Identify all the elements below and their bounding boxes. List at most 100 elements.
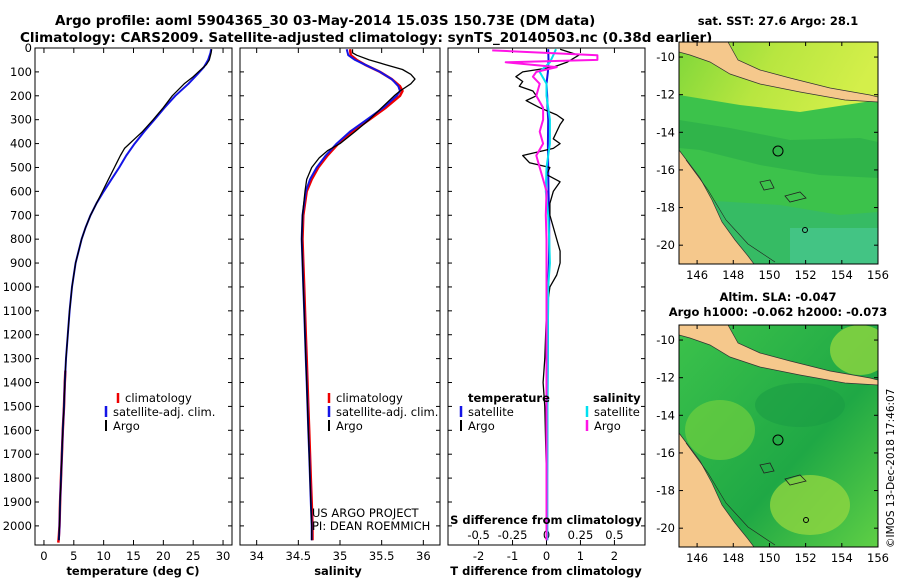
sst-map <box>679 42 878 264</box>
map-y-tick-label: -10 <box>656 333 675 347</box>
pi-annotation: PI: DEAN ROEMMICH <box>312 519 430 533</box>
sst-cool-patch <box>790 228 878 264</box>
credit-text: ©IMOS 13-Dec-2018 17:46:07 <box>885 389 897 548</box>
reefs <box>759 179 807 203</box>
legend-label-t-satellite: satellite <box>468 405 514 419</box>
australia-land <box>679 432 755 547</box>
x-tick-label: -2 <box>473 549 484 563</box>
map-x-tick-label: 156 <box>867 268 889 282</box>
map-y-tick-label: -16 <box>656 446 675 460</box>
y-tick-label: 1300 <box>3 352 32 366</box>
sla-patch-3 <box>770 475 850 535</box>
x-tick-label: 10 <box>96 549 111 563</box>
legend-label-s-satellite: satellite <box>594 405 640 419</box>
map-y-tick-label: -18 <box>656 484 675 498</box>
difference-plot: -2 -1 0 1 2-0.5 -0.25 0 0.25 0.5 <box>448 47 645 563</box>
map-y-tick-label: -14 <box>656 408 675 422</box>
small-marker <box>803 517 809 523</box>
salinity-plot: 34 34.5 35 35.5 36 <box>240 47 440 563</box>
legend-title-salinity: salinity <box>593 391 641 405</box>
y-tick-label: 1800 <box>3 471 32 485</box>
x-tick-label-top: -0.25 <box>498 528 528 542</box>
map-y-tick-label: -12 <box>656 88 675 102</box>
legend-title-temperature: temperature <box>468 391 550 405</box>
reefs <box>759 462 807 486</box>
legend-label-argo: Argo <box>336 419 363 433</box>
legend-label-climatology: climatology <box>125 391 192 405</box>
y-tick-label: 900 <box>10 256 32 270</box>
y-tick-label: 100 <box>10 65 32 79</box>
x-tick-label: 30 <box>216 549 231 563</box>
salinity-panel <box>239 47 441 546</box>
y-tick-label: 1500 <box>3 399 32 413</box>
title-line-1: Argo profile: aoml 5904365_30 03-May-201… <box>55 13 595 29</box>
sla-low-patch <box>755 383 845 427</box>
x-tick-label-top: 0.25 <box>568 528 594 542</box>
map-x-tick-label: 150 <box>758 268 780 282</box>
map-y-tick-label: -18 <box>656 201 675 215</box>
map-x-tick-label: 152 <box>795 551 817 565</box>
salinity-xlabel: salinity <box>314 564 362 578</box>
y-tick-label: 500 <box>10 160 32 174</box>
y-tick-label: 1100 <box>3 304 32 318</box>
temperature-xlabel: temperature (deg C) <box>66 564 199 578</box>
x-tick-label: 20 <box>156 549 171 563</box>
argo-float-marker <box>772 145 784 157</box>
series-line-argo <box>301 49 416 541</box>
legend-label-t-argo: Argo <box>468 419 495 433</box>
y-tick-label: 1900 <box>3 495 32 509</box>
shelf-contour <box>685 159 776 263</box>
sla-map-title-2: Argo h1000: -0.062 h2000: -0.073 <box>669 305 888 319</box>
map-y-tick-label: -20 <box>656 238 675 252</box>
map-x-tick-label: 148 <box>722 551 744 565</box>
map-y-tick-label: -12 <box>656 371 675 385</box>
x-tick-label: 35.5 <box>369 549 395 563</box>
y-tick-label: 2000 <box>3 519 32 533</box>
sla-map-frame <box>678 324 879 548</box>
y-tick-label: 1200 <box>3 328 32 342</box>
argo-float-marker <box>772 434 784 446</box>
x-tick-label: 0 <box>543 549 550 563</box>
sst-map-title: sat. SST: 27.6 Argo: 28.1 <box>698 14 858 28</box>
sst-map-axes: 146 148 150 152 154 156 -10 -12 -14 -16 -18 -20 <box>656 42 889 282</box>
sla-high-patch <box>830 325 878 375</box>
sla-map <box>679 325 878 547</box>
x-tick-label: 1 <box>577 549 584 563</box>
sst-mid-band <box>679 120 878 178</box>
sla-map-axes: 146 148 150 152 154 156 -10 -12 -14 -16 -18 -20 <box>656 325 889 565</box>
x-tick-label: 15 <box>126 549 141 563</box>
shelf-contour <box>685 442 776 546</box>
legend-label-satellite: satellite-adj. clim. <box>336 405 438 419</box>
legend-label-s-argo: Argo <box>594 419 621 433</box>
map-x-tick-label: 152 <box>795 268 817 282</box>
small-marker <box>802 227 808 233</box>
x-tick-label: 0 <box>40 549 47 563</box>
y-tick-label: 300 <box>10 113 32 127</box>
australia-land <box>679 149 755 264</box>
sst-map-frame <box>678 41 879 265</box>
difference-xlabel-top: S difference from climatology <box>450 513 642 527</box>
x-tick-label: 36 <box>416 549 431 563</box>
sla-map-title-1: Altim. SLA: -0.047 <box>719 290 836 304</box>
map-y-tick-label: -16 <box>656 163 675 177</box>
sla-patch-2 <box>685 400 755 460</box>
x-tick-label: 34.5 <box>286 549 312 563</box>
x-tick-label: 34 <box>249 549 264 563</box>
salinity-legend: climatology satellite-adj. clim. Argo US… <box>312 391 438 533</box>
series-line-s-argo <box>492 49 599 541</box>
y-tick-label: 1400 <box>3 376 32 390</box>
map-x-tick-label: 154 <box>831 551 853 565</box>
map-y-tick-label: -14 <box>656 125 675 139</box>
y-tick-label: 400 <box>10 137 32 151</box>
y-tick-label: 1700 <box>3 447 32 461</box>
x-tick-label: 25 <box>186 549 201 563</box>
temperature-panel <box>34 47 233 546</box>
project-annotation: US ARGO PROJECT <box>312 506 420 520</box>
png-land <box>679 42 878 103</box>
map-x-tick-label: 154 <box>831 268 853 282</box>
map-x-tick-label: 150 <box>758 551 780 565</box>
x-tick-label: 2 <box>611 549 618 563</box>
y-tick-label: 1600 <box>3 423 32 437</box>
temperature-plot: 0100200300400500600700800900100011001200… <box>3 41 232 563</box>
